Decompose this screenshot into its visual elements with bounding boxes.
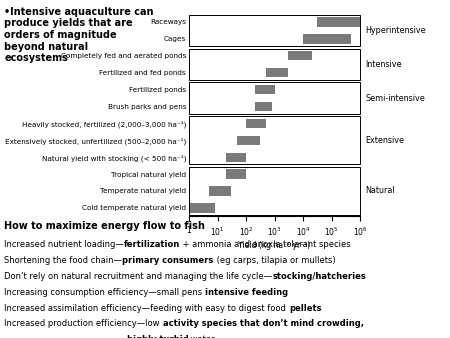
Text: ,: , bbox=[122, 335, 127, 338]
Text: Semi-intensive: Semi-intensive bbox=[365, 94, 425, 102]
Text: Hyperintensive: Hyperintensive bbox=[365, 26, 426, 35]
Text: highly turbid: highly turbid bbox=[127, 335, 189, 338]
Text: pellets: pellets bbox=[289, 304, 321, 313]
Bar bbox=[189, 203, 215, 213]
Text: Natural: Natural bbox=[365, 187, 395, 195]
Text: (eg carps, tilapia or mullets): (eg carps, tilapia or mullets) bbox=[214, 256, 335, 265]
Text: activity species that don’t mind crowding,: activity species that don’t mind crowdin… bbox=[162, 319, 364, 329]
Bar bbox=[255, 102, 272, 111]
Text: Extensive: Extensive bbox=[365, 136, 404, 145]
Text: Don’t rely on natural recruitment and managing the life cycle—: Don’t rely on natural recruitment and ma… bbox=[4, 272, 273, 281]
Text: water: water bbox=[189, 335, 215, 338]
Text: stocking/hatcheries: stocking/hatcheries bbox=[273, 272, 366, 281]
Text: •Intensive aquaculture can
produce yields that are
orders of magnitude
beyond na: •Intensive aquaculture can produce yield… bbox=[4, 7, 154, 63]
Text: fertilization: fertilization bbox=[124, 240, 180, 249]
Bar bbox=[189, 15, 360, 46]
Text: Increased nutrient loading—: Increased nutrient loading— bbox=[4, 240, 124, 249]
Text: Increased production efficiency—low: Increased production efficiency—low bbox=[4, 319, 162, 329]
Bar bbox=[317, 17, 360, 27]
Bar bbox=[189, 82, 360, 114]
Bar bbox=[246, 119, 266, 128]
Text: Intensive: Intensive bbox=[365, 60, 402, 69]
Bar bbox=[189, 49, 360, 80]
Text: Increased assimilation efficiency—feeding with easy to digest food: Increased assimilation efficiency—feedin… bbox=[4, 304, 289, 313]
Text: Shortening the food chain—: Shortening the food chain— bbox=[4, 256, 122, 265]
Bar bbox=[189, 116, 360, 164]
Text: Increasing consumption efficiency—small pens: Increasing consumption efficiency—small … bbox=[4, 288, 205, 297]
Bar bbox=[226, 152, 246, 162]
Bar bbox=[238, 136, 260, 145]
Bar bbox=[303, 34, 351, 44]
Text: intensive feeding: intensive feeding bbox=[205, 288, 288, 297]
Text: primary consumers: primary consumers bbox=[122, 256, 214, 265]
Bar bbox=[226, 169, 246, 179]
Text: How to maximize energy flow to fish: How to maximize energy flow to fish bbox=[4, 221, 205, 232]
Bar bbox=[255, 85, 274, 94]
Bar bbox=[189, 167, 360, 215]
X-axis label: Yield (kg ha⁻¹ yr⁻¹): Yield (kg ha⁻¹ yr⁻¹) bbox=[238, 241, 310, 250]
Bar bbox=[266, 68, 288, 77]
Text: + ammonia and anoxia tolerant species: + ammonia and anoxia tolerant species bbox=[180, 240, 351, 249]
Bar bbox=[288, 51, 311, 61]
Bar bbox=[209, 186, 231, 196]
